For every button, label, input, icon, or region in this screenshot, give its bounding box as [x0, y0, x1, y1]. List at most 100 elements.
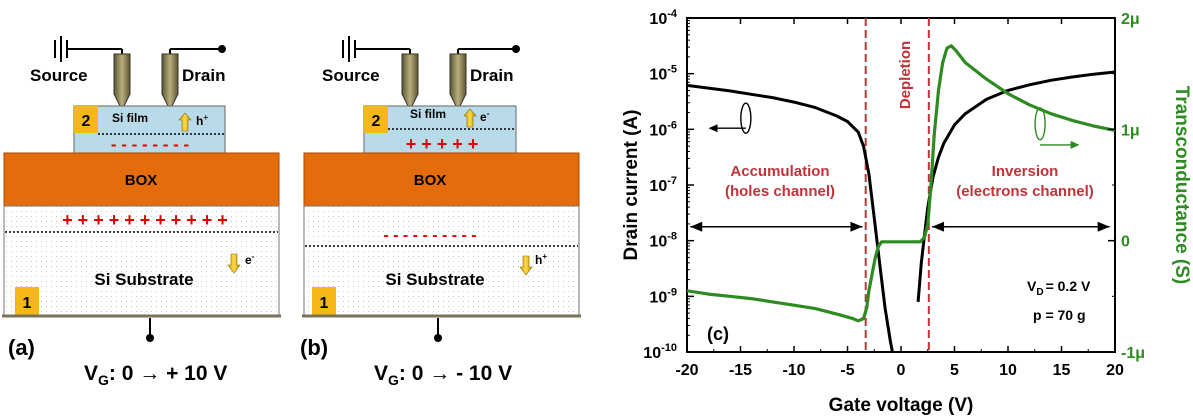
drain-terminal [512, 45, 520, 53]
gate-voltage-b: VG: 0 → - 10 V [374, 362, 512, 388]
x-tick-label: 20 [1106, 362, 1124, 379]
plot-series [687, 44, 1115, 352]
ground-symbol [54, 36, 220, 62]
x-tick-label: -20 [675, 362, 698, 379]
film-carrier-arrow-up [178, 112, 192, 132]
gate-voltage-a: VG: 0 → + 10 V [84, 362, 227, 388]
box-label: BOX [125, 172, 158, 189]
vd-value: = 0.2 V [1046, 278, 1091, 294]
film-carrier-text: e- [480, 109, 490, 124]
y-right-tick-label: 1μ [1121, 122, 1140, 139]
transconductance-marker-loop [1034, 107, 1046, 141]
drain-current-curve [916, 70, 1115, 303]
si-film-label: Si film [410, 107, 446, 121]
panel-b-label: (b) [300, 335, 328, 360]
y-axis-right-label: Transconductance (S) [1171, 86, 1192, 285]
arrow-head-left-icon [690, 221, 703, 232]
gate-voltage-sub: G [98, 372, 109, 388]
electrons-channel-label: (electrons channel) [956, 183, 1094, 200]
x-tick-label: 5 [950, 362, 959, 379]
box-layer [3, 152, 280, 207]
x-tick-label: -15 [729, 362, 752, 379]
film-charge: + + + + + [406, 134, 479, 154]
chart-panel-c: -20 -15 -10 -5 0 5 10 15 20 10-10 10-9 10-8 10-7 10-6… [621, 8, 1192, 416]
substrate-carrier-label: h [535, 253, 542, 267]
y-left-tick-label: 10-10 [643, 342, 677, 362]
substrate-charge: - - - - - - - - - - [383, 227, 476, 244]
region-1-box [15, 287, 39, 315]
substrate-label: Si Substrate [385, 270, 484, 289]
substrate-carrier-arrow-down [519, 255, 533, 276]
arrow-head-left-icon [708, 124, 718, 133]
y-left-tick-label: 10-4 [649, 8, 677, 28]
y-left-tick-label: 10-9 [649, 286, 677, 306]
arrow-head-left-icon [932, 221, 945, 232]
vd-label: VD = 0.2 V [1027, 278, 1091, 298]
gate-voltage-sub: G [388, 372, 399, 388]
drain-probe [449, 53, 467, 112]
source-probe [113, 53, 131, 112]
region-2-label: 2 [82, 113, 91, 130]
gate-voltage-text: : 0 → - 10 V [399, 362, 512, 385]
x-tick-label: 0 [897, 362, 906, 379]
arrow-head-right-icon [850, 221, 863, 232]
region-1-label: 1 [23, 295, 32, 312]
region-2-label: 2 [372, 113, 381, 130]
pressure-label: p = 70 g [1033, 307, 1086, 323]
vd-symbol: V [1027, 278, 1037, 294]
transconductance-curve [687, 44, 1115, 323]
x-tick-label: -5 [840, 362, 854, 379]
substrate-carrier-arrow-down [227, 253, 241, 274]
y-left-tick-label: 10-6 [649, 119, 677, 139]
drain-label: Drain [182, 66, 225, 85]
region-1-box [312, 287, 336, 315]
holes-channel-label: (holes channel) [725, 183, 835, 200]
region-2-box [364, 106, 388, 133]
source-label: Source [322, 66, 380, 85]
region-1-label: 1 [320, 295, 329, 312]
y-left-tick-label: 10-7 [649, 175, 677, 195]
substrate-carrier-sup: - [252, 252, 255, 261]
x-axis-label: Gate voltage (V) [829, 395, 974, 416]
x-tick-label: 15 [1053, 362, 1071, 379]
source-label: Source [30, 66, 88, 85]
region-2-box [74, 106, 98, 133]
inversion-label: Inversion [992, 163, 1059, 180]
drain-label: Drain [470, 66, 513, 85]
substrate-carrier-label: e [245, 253, 252, 267]
gate-voltage-text: : 0 → + 10 V [109, 362, 227, 385]
film-carrier-text: h+ [196, 113, 208, 128]
drain-terminal [218, 45, 226, 53]
source-probe [401, 53, 419, 112]
drain-current-marker-loop [740, 102, 752, 134]
gate-voltage-prefix: V [374, 362, 388, 385]
y-axis-left-label: Drain current (A) [621, 110, 642, 261]
x-tick-label: 10 [999, 362, 1017, 379]
gate-terminal [434, 334, 442, 342]
y-left-tick-label: 10-5 [649, 64, 677, 84]
y-right-tick-label: 2μ [1121, 11, 1140, 28]
si-substrate [303, 205, 580, 316]
vd-sub: D [1036, 287, 1043, 298]
film-carrier-arrow-up [463, 108, 477, 128]
gate-terminal [146, 334, 154, 342]
accumulation-label: Accumulation [730, 163, 829, 180]
ground-symbol [342, 36, 514, 62]
substrate-label: Si Substrate [94, 270, 193, 289]
gate-voltage-prefix: V [84, 362, 98, 385]
depletion-label: Depletion [897, 41, 914, 109]
y-right-tick-label: 0 [1121, 234, 1130, 251]
device-diagram-a: Source Drain 2 Si film h+ - - - - - - - … [2, 36, 281, 388]
y-right-tick-label: -1μ [1121, 345, 1145, 362]
substrate-carrier-text: h+ [535, 252, 547, 267]
device-diagram-b: Source Drain 2 Si film e- + + + + + BOX … [300, 36, 581, 388]
plot-axes: -20 -15 -10 -5 0 5 10 15 20 10-10 10-9 10-8 10-7 10-6… [643, 8, 1145, 379]
y-left-tick-label: 10-8 [649, 231, 677, 251]
panel-a-label: (a) [8, 335, 35, 360]
arrow-head-right-icon [1070, 140, 1080, 149]
box-layer [303, 152, 580, 207]
substrate-charge: + + + + + + + + + + + [62, 210, 228, 230]
film-carrier-label: e [480, 110, 487, 124]
panel-c-label: (c) [707, 324, 729, 344]
